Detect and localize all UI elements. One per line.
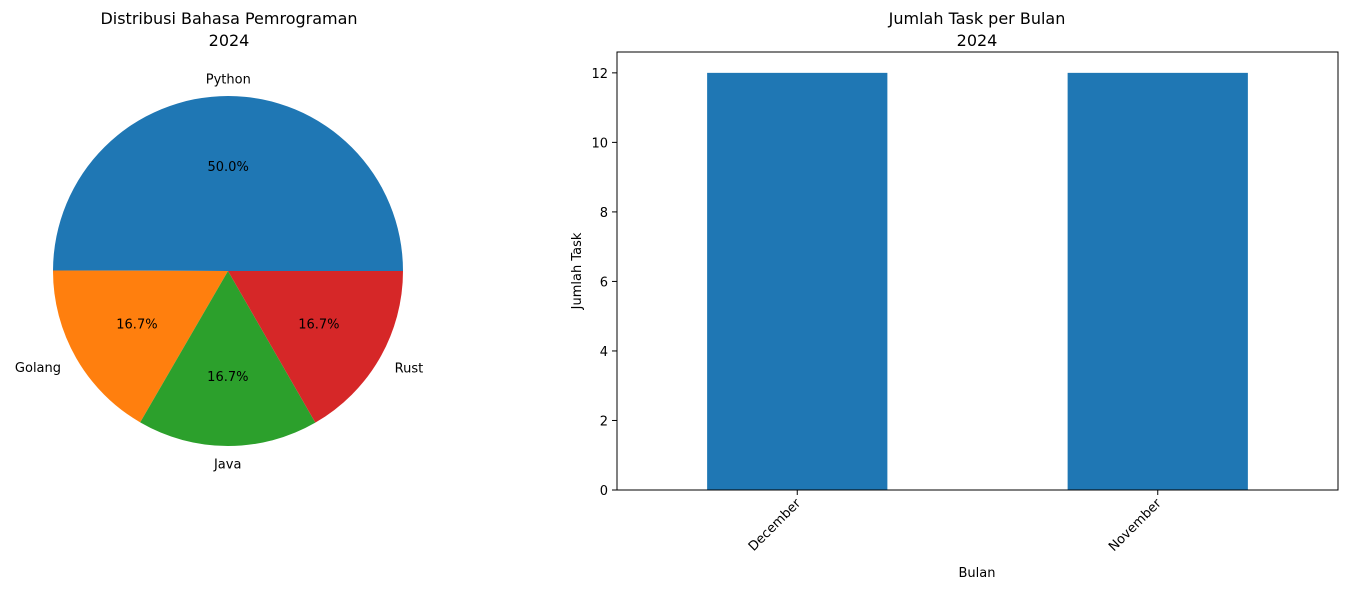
x-axis: December November — [746, 490, 1165, 555]
bar-november — [1067, 72, 1248, 490]
pie-pct-label-rust: 16.7% — [298, 318, 339, 333]
pie-pct-label-python: 50.0% — [208, 160, 249, 175]
pie-title-line1: Distribusi Bahasa Pemrograman — [100, 9, 357, 28]
bar-series — [707, 72, 1248, 490]
pie-slices — [53, 96, 404, 447]
y-axis: 0 2 4 6 8 10 12 — [591, 67, 617, 499]
bar-title-line1: Jumlah Task per Bulan — [888, 9, 1066, 28]
pie-category-label-python: Python — [206, 73, 251, 88]
y-tick-label: 12 — [591, 67, 608, 82]
y-tick-label: 8 — [600, 206, 608, 221]
pie-slice-java — [140, 271, 316, 447]
y-axis-label: Jumlah Task — [570, 232, 585, 310]
x-axis-label: Bulan — [959, 566, 996, 581]
y-tick-label: 0 — [600, 484, 608, 499]
bar-title-line2: 2024 — [957, 31, 998, 50]
y-tick-label: 4 — [600, 345, 608, 360]
pie-chart: Distribusi Bahasa Pemrograman 2024 50.0%… — [15, 9, 423, 472]
pie-slice-python — [53, 96, 404, 271]
y-tick-label: 6 — [600, 275, 608, 290]
bar-chart: Jumlah Task per Bulan 2024 0 2 4 6 8 10 12 Dec… — [570, 9, 1339, 581]
bar-december — [707, 72, 888, 490]
pie-category-label-java: Java — [213, 457, 241, 472]
plot-frame — [616, 51, 1339, 491]
pie-slice-rust — [228, 271, 403, 423]
pie-labels: 50.0% Python 16.7% Golang 16.7% Java 16.7% Rust — [15, 73, 423, 473]
pie-slice-golang — [53, 270, 228, 423]
y-tick-label: 2 — [600, 414, 608, 429]
x-tick-label-november: November — [1106, 496, 1165, 555]
pie-category-label-rust: Rust — [395, 361, 424, 376]
pie-pct-label-java: 16.7% — [207, 370, 248, 385]
pie-title-line2: 2024 — [209, 31, 250, 50]
pie-pct-label-golang: 16.7% — [116, 317, 157, 332]
x-tick-label-december: December — [746, 496, 805, 555]
y-tick-label: 10 — [591, 136, 608, 151]
pie-category-label-golang: Golang — [15, 361, 61, 376]
